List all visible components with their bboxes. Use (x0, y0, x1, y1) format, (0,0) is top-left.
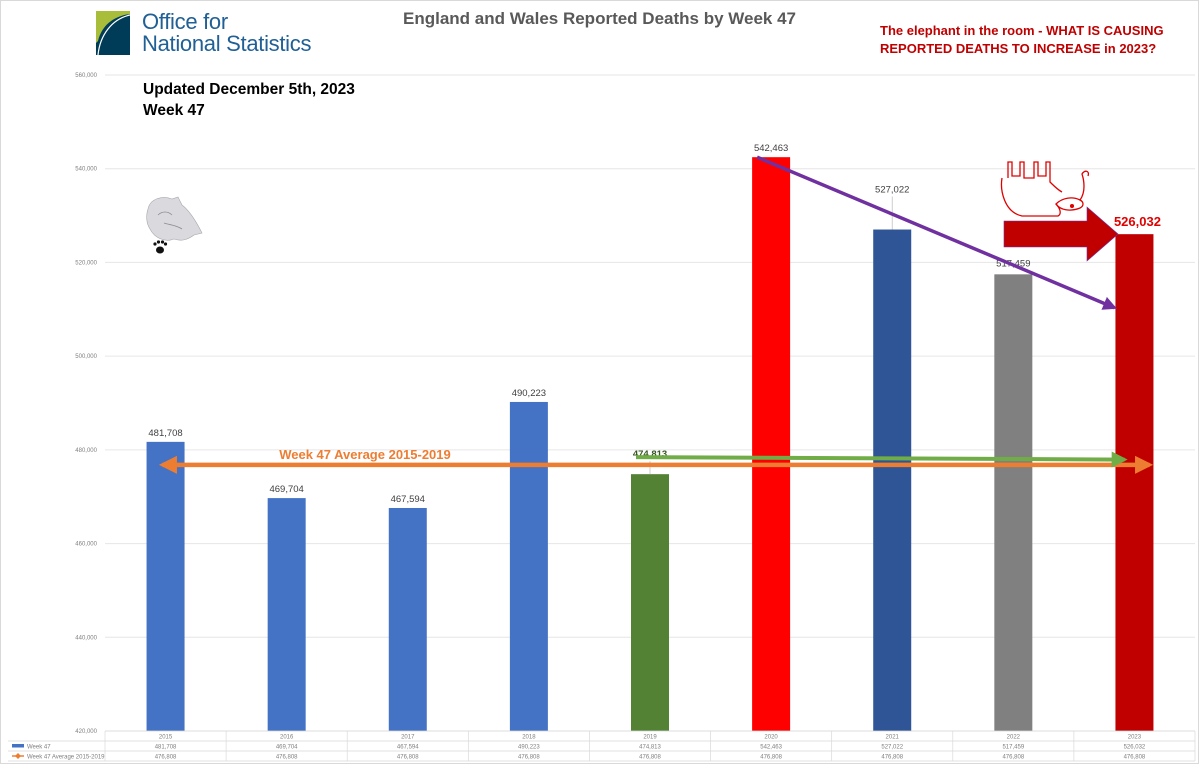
table-value-average: 476,808 (1002, 755, 1024, 761)
table-value-average: 476,808 (881, 755, 903, 761)
paw-toe (156, 240, 161, 244)
table-value-week47: 542,463 (760, 745, 782, 751)
data-label-2016: 469,704 (269, 484, 303, 495)
green-trend-arrow (635, 451, 1128, 468)
table-category: 2018 (522, 735, 536, 741)
table-value-week47: 481,708 (155, 745, 177, 751)
bar-2022 (994, 274, 1033, 731)
bar-2017 (388, 507, 427, 731)
table-value-week47: 527,022 (881, 745, 903, 751)
table-value-week47: 517,459 (1002, 745, 1024, 751)
data-label-2019: 474,813 (633, 449, 667, 460)
purple-trend-arrow (756, 155, 1118, 310)
table-value-week47: 467,594 (397, 745, 419, 751)
paw-pad (156, 246, 164, 254)
paw-toe (153, 242, 157, 246)
updated-week: Week 47 (143, 102, 205, 119)
updated-note: Updated December 5th, 2023 Week 47 (143, 79, 355, 121)
table-category: 2021 (886, 735, 900, 741)
ons-logo-icon (96, 11, 130, 55)
y-tick-label: 540,000 (75, 167, 97, 173)
bar-2020 (752, 157, 791, 732)
bar-2023 (1115, 234, 1154, 731)
red-block-arrow (1003, 206, 1119, 262)
note-line1: The elephant in the room - WHAT IS CAUSI… (880, 23, 1164, 38)
data-label-2018: 490,223 (512, 388, 546, 399)
table-value-week47: 490,223 (518, 745, 540, 751)
table-category: 2019 (643, 735, 657, 741)
elephant-note: The elephant in the room - WHAT IS CAUSI… (880, 22, 1164, 58)
bar-2019 (631, 474, 669, 731)
table-value-average: 476,808 (155, 755, 177, 761)
table-category: 2020 (764, 735, 778, 741)
legend-label-week47: Week 47 (27, 745, 51, 751)
table-value-average: 476,808 (1124, 755, 1146, 761)
logo-line2: National Statistics (142, 31, 312, 56)
data-label-2020: 542,463 (754, 143, 788, 154)
y-tick-label: 460,000 (75, 542, 97, 548)
chart-title: England and Wales Reported Deaths by Wee… (403, 9, 796, 28)
y-tick-label: 520,000 (75, 260, 97, 266)
data-label-2023: 526,032 (1114, 214, 1161, 229)
wolf-paw-icon (146, 196, 203, 254)
elephant-body (1000, 170, 1090, 217)
bar-2015 (146, 441, 185, 731)
y-tick-label: 500,000 (75, 354, 97, 360)
wolf-head (146, 196, 203, 241)
legend-label-average: Week 47 Average 2015-2019 (27, 755, 105, 761)
ons-logo: Office for National Statistics (96, 11, 311, 55)
table-value-average: 476,808 (397, 755, 419, 761)
note-line2: REPORTED DEATHS TO INCREASE in 2023? (880, 41, 1157, 56)
table-category: 2015 (159, 735, 173, 741)
elephant-eye (1069, 203, 1075, 209)
bar-2016 (267, 498, 306, 731)
paw-toe (160, 240, 165, 244)
table-category: 2016 (280, 735, 294, 741)
elephant-head (1055, 199, 1084, 211)
table-value-average: 476,808 (760, 755, 782, 761)
table-value-week47: 469,704 (276, 745, 298, 751)
wolf-fur (157, 211, 183, 230)
table-value-average: 476,808 (518, 755, 540, 761)
y-tick-label: 420,000 (75, 729, 97, 735)
bar-2021 (873, 229, 912, 731)
data-label-2021: 527,022 (875, 185, 909, 196)
paw-toe (163, 242, 168, 246)
data-label-2017: 467,594 (391, 494, 425, 505)
table-value-average: 476,808 (639, 755, 661, 761)
y-tick-label: 480,000 (75, 448, 97, 454)
legend-key-week47 (12, 744, 24, 748)
y-tick-label: 440,000 (75, 635, 97, 641)
table-category: 2017 (401, 735, 415, 741)
elephant-legs (1007, 161, 1063, 193)
average-label: Week 47 Average 2015-2019 (279, 447, 451, 462)
table-value-week47: 526,032 (1124, 745, 1146, 751)
upside-down-elephant-icon (1000, 161, 1090, 217)
legend-key-average-marker (15, 753, 21, 759)
table-value-average: 476,808 (276, 755, 298, 761)
data-label-2015: 481,708 (148, 428, 182, 439)
y-tick-label: 560,000 (75, 73, 97, 79)
updated-date: Updated December 5th, 2023 (143, 81, 355, 98)
bar-2018 (509, 401, 548, 731)
logo-line1: Office for (142, 9, 228, 34)
table-category: 2022 (1007, 735, 1021, 741)
table-category: 2023 (1128, 735, 1142, 741)
table-value-week47: 474,813 (639, 745, 661, 751)
